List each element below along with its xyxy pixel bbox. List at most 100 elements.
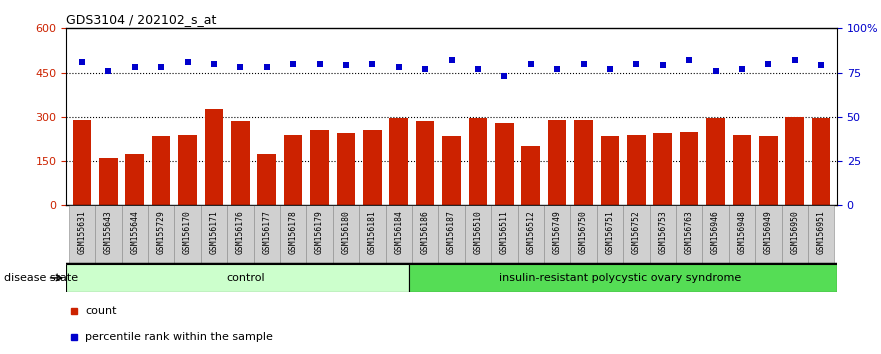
Point bbox=[682, 57, 696, 63]
Text: GSM156751: GSM156751 bbox=[605, 210, 614, 254]
Bar bbox=[654, 133, 672, 205]
Bar bbox=[623, 205, 649, 264]
Bar bbox=[416, 121, 434, 205]
Text: GSM156181: GSM156181 bbox=[367, 210, 377, 254]
Bar bbox=[627, 135, 646, 205]
Bar bbox=[786, 117, 804, 205]
Bar bbox=[781, 205, 808, 264]
Point bbox=[128, 64, 142, 70]
Bar bbox=[596, 205, 623, 264]
Bar bbox=[702, 205, 729, 264]
Text: GSM156187: GSM156187 bbox=[447, 210, 456, 254]
Text: GSM156750: GSM156750 bbox=[579, 210, 588, 254]
Point bbox=[788, 57, 802, 63]
Point bbox=[814, 63, 828, 68]
Point bbox=[550, 66, 564, 72]
Text: GSM156946: GSM156946 bbox=[711, 210, 720, 254]
Bar bbox=[386, 205, 412, 264]
Point bbox=[181, 59, 195, 65]
Text: GSM156512: GSM156512 bbox=[526, 210, 536, 254]
Bar bbox=[522, 146, 540, 205]
Point bbox=[418, 66, 433, 72]
Point bbox=[101, 68, 115, 74]
Bar bbox=[310, 130, 329, 205]
Bar bbox=[676, 205, 702, 264]
Point bbox=[366, 61, 380, 67]
Point bbox=[470, 66, 485, 72]
Bar bbox=[95, 205, 122, 264]
Bar bbox=[410, 264, 837, 292]
Bar bbox=[280, 205, 307, 264]
Bar bbox=[495, 123, 514, 205]
Bar bbox=[337, 133, 355, 205]
Text: GSM156948: GSM156948 bbox=[737, 210, 746, 254]
Point bbox=[523, 61, 537, 67]
Point bbox=[260, 64, 274, 70]
Bar bbox=[333, 205, 359, 264]
Point bbox=[761, 61, 775, 67]
Text: count: count bbox=[85, 306, 117, 316]
Bar bbox=[442, 136, 461, 205]
Bar bbox=[231, 121, 249, 205]
Text: disease state: disease state bbox=[4, 273, 78, 283]
Bar bbox=[204, 109, 223, 205]
Bar bbox=[548, 120, 566, 205]
Point bbox=[497, 73, 511, 79]
Text: insulin-resistant polycystic ovary syndrome: insulin-resistant polycystic ovary syndr… bbox=[500, 273, 742, 283]
Point bbox=[339, 63, 353, 68]
Bar bbox=[439, 205, 464, 264]
Text: GSM155643: GSM155643 bbox=[104, 210, 113, 254]
Bar bbox=[729, 205, 755, 264]
Bar bbox=[152, 136, 170, 205]
Point bbox=[735, 66, 749, 72]
Bar bbox=[125, 154, 144, 205]
Bar bbox=[812, 118, 831, 205]
Point bbox=[286, 61, 300, 67]
Bar bbox=[72, 120, 91, 205]
Bar bbox=[389, 118, 408, 205]
Point bbox=[313, 61, 327, 67]
Bar bbox=[254, 205, 280, 264]
Bar bbox=[733, 135, 751, 205]
Point bbox=[444, 57, 458, 63]
Text: GSM156749: GSM156749 bbox=[552, 210, 561, 254]
Bar bbox=[66, 264, 410, 292]
Bar bbox=[680, 132, 699, 205]
Text: GSM156180: GSM156180 bbox=[342, 210, 351, 254]
Bar bbox=[707, 118, 725, 205]
Point bbox=[207, 61, 221, 67]
Bar bbox=[412, 205, 439, 264]
Point bbox=[629, 61, 643, 67]
Bar bbox=[307, 205, 333, 264]
Text: GSM156179: GSM156179 bbox=[315, 210, 324, 254]
Bar bbox=[178, 135, 196, 205]
Text: GSM156184: GSM156184 bbox=[394, 210, 403, 254]
Bar bbox=[759, 136, 778, 205]
Point bbox=[576, 61, 590, 67]
Bar bbox=[755, 205, 781, 264]
Bar bbox=[99, 158, 117, 205]
Text: GSM156763: GSM156763 bbox=[685, 210, 693, 254]
Bar bbox=[174, 205, 201, 264]
Text: control: control bbox=[226, 273, 265, 283]
Bar bbox=[148, 205, 174, 264]
Bar bbox=[544, 205, 570, 264]
Bar bbox=[491, 205, 517, 264]
Bar bbox=[257, 154, 276, 205]
Bar bbox=[574, 120, 593, 205]
Point bbox=[392, 64, 406, 70]
Bar bbox=[359, 205, 386, 264]
Text: percentile rank within the sample: percentile rank within the sample bbox=[85, 332, 273, 342]
Text: GSM156511: GSM156511 bbox=[500, 210, 509, 254]
Bar bbox=[284, 135, 302, 205]
Bar bbox=[808, 205, 834, 264]
Text: GSM156950: GSM156950 bbox=[790, 210, 799, 254]
Point bbox=[655, 63, 670, 68]
Point bbox=[708, 68, 722, 74]
Bar bbox=[469, 118, 487, 205]
Text: GSM156171: GSM156171 bbox=[210, 210, 218, 254]
Bar bbox=[69, 205, 95, 264]
Bar bbox=[601, 136, 619, 205]
Point bbox=[154, 64, 168, 70]
Text: GSM156949: GSM156949 bbox=[764, 210, 773, 254]
